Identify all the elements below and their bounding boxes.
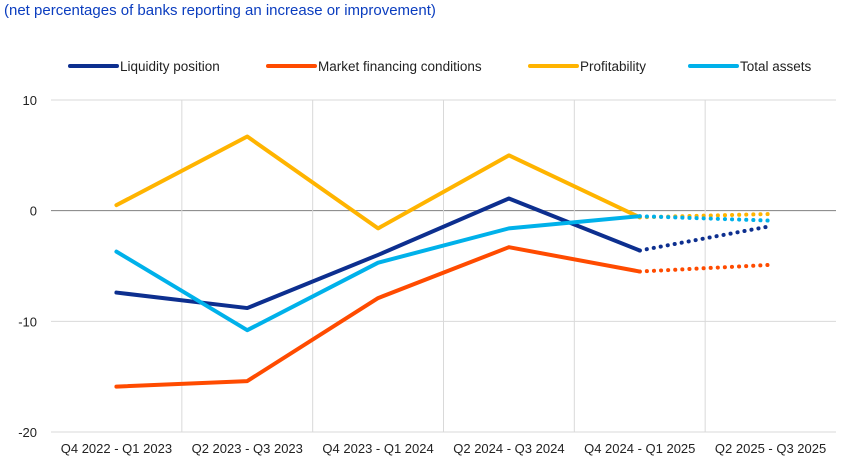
- grid-lines: [51, 99, 836, 433]
- series-line-total-assets: [114, 214, 642, 333]
- legend-label-market-financing-conditions: Market financing conditions: [318, 59, 482, 74]
- legend-label-liquidity-position: Liquidity position: [120, 59, 220, 74]
- x-tick-label: Q4 2022 - Q1 2023: [61, 441, 172, 456]
- y-tick-label: -20: [18, 425, 37, 440]
- series-projection-market-financing-conditions: [637, 262, 773, 274]
- series-projection-total-assets: [637, 214, 773, 223]
- x-tick-label: Q2 2024 - Q3 2024: [453, 441, 564, 456]
- y-tick-label: -10: [18, 314, 37, 329]
- x-axis-ticks: Q4 2022 - Q1 2023 Q2 2023 - Q3 2023 Q4 202…: [61, 441, 826, 456]
- series-line-market-financing-conditions: [114, 245, 642, 389]
- legend-label-total-assets: Total assets: [740, 59, 812, 74]
- legend: Liquidity position Market financing condi…: [68, 59, 812, 74]
- legend-label-profitability: Profitability: [580, 59, 646, 74]
- x-tick-label: Q2 2025 - Q3 2025: [715, 441, 826, 456]
- y-axis-ticks: 10 0 -10 -20: [18, 93, 37, 440]
- y-tick-label: 0: [30, 204, 37, 219]
- series-line-profitability: [114, 134, 642, 231]
- chart-subtitle: (net percentages of banks reporting an i…: [4, 2, 436, 19]
- y-tick-label: 10: [23, 93, 37, 108]
- series-lines: [114, 134, 773, 389]
- series-projection-liquidity-position: [637, 224, 773, 253]
- x-tick-label: Q2 2023 - Q3 2023: [192, 441, 303, 456]
- series-line-liquidity-position: [114, 196, 642, 311]
- x-tick-label: Q4 2024 - Q1 2025: [584, 441, 695, 456]
- x-tick-label: Q4 2023 - Q1 2024: [322, 441, 433, 456]
